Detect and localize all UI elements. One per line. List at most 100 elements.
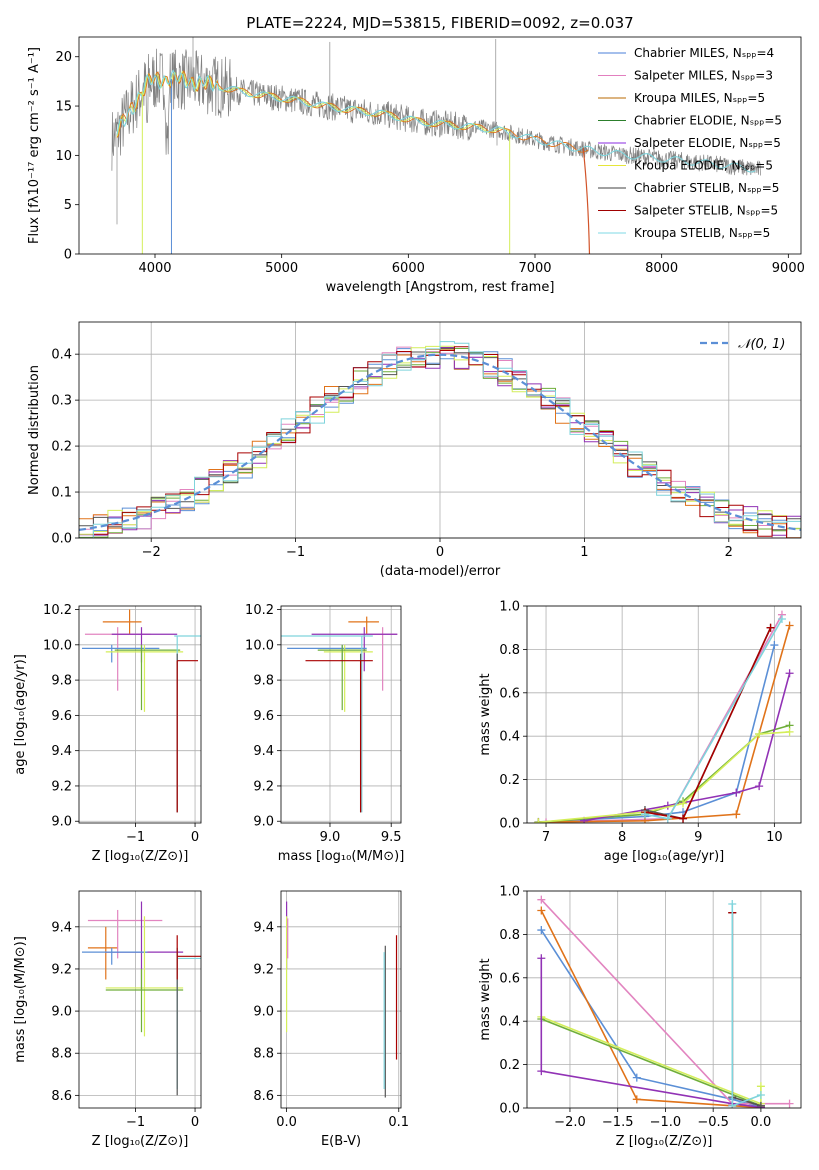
y-tick-label: 0.0: [499, 1102, 520, 1117]
y-tick-label: 9.4: [51, 744, 72, 759]
y-axis-label: Normed distribution: [27, 365, 42, 495]
axes-frame: [78, 36, 802, 255]
x-tick-label: 8: [618, 830, 626, 845]
y-tick-label: 9.0: [253, 815, 274, 830]
y-tick-label: 0.8: [499, 928, 520, 943]
x-tick-label: 7: [542, 830, 550, 845]
x-axis-label: E(B-V): [321, 1134, 361, 1149]
weight-line: [538, 625, 791, 823]
x-axis-label: Z [log₁₀(Z/Z⊙)]: [92, 849, 189, 864]
x-tick-label: 1: [580, 545, 588, 560]
x-tick-label: −1.0: [650, 1115, 682, 1130]
weight-point: [785, 1099, 794, 1108]
legend-label: Kroupa MILES, Nₛₚₚ=5: [634, 91, 765, 105]
y-axis-label: mass weight: [478, 673, 493, 755]
x-tick-label: 6000: [392, 261, 425, 276]
weight-point: [785, 621, 794, 630]
weight-plot-area: [534, 610, 794, 823]
weight-point: [785, 669, 794, 678]
y-tick-label: 1.0: [499, 885, 520, 900]
weight-point: [663, 814, 672, 823]
x-tick-label: −1: [126, 1115, 145, 1130]
weight-plot-area: [537, 895, 794, 1108]
x-tick-label: 0.0: [276, 1115, 297, 1130]
x-axis-label: age [log₁₀(age/yr)]: [604, 849, 725, 864]
y-tick-label: 0.0: [51, 532, 72, 547]
chart-title: PLATE=2224, MJD=53815, FIBERID=0092, z=0…: [246, 14, 633, 32]
y-tick-label: 9.6: [51, 709, 72, 724]
weight-point: [756, 1101, 765, 1108]
y-tick-label: 0.2: [51, 440, 72, 455]
legend-label: Chabrier STELIB, Nₛₚₚ=5: [634, 181, 779, 195]
y-tick-label: 0.2: [499, 1058, 520, 1073]
x-tick-label: −1.5: [602, 1115, 634, 1130]
x-tick-label: 0: [191, 830, 199, 845]
x-tick-label: 9.0: [320, 830, 341, 845]
weight-line: [644, 627, 772, 820]
weight-line: [541, 1018, 762, 1107]
y-tick-label: 0.6: [499, 686, 520, 701]
y-tick-label: 10.0: [245, 638, 274, 653]
panel-weight-vs-age: 7 8 9 10 0.0 0.2 0.4 0.6 0.8 1.0 age [log₁₀(age/yr…: [478, 600, 802, 864]
weight-point: [632, 1095, 641, 1104]
panel-spectrum: 4000 5000 6000 7000 8000 9000 0 5 10 15 20 waveleng…: [27, 36, 805, 295]
errorbar-plot-area: [81, 901, 201, 1096]
y-tick-label: 9.0: [253, 1005, 274, 1020]
x-tick-label: 0: [436, 545, 444, 560]
model-spectrum-line: [116, 69, 589, 153]
weight-point: [534, 818, 543, 823]
y-tick-label: 0.8: [499, 643, 520, 658]
y-tick-label: 0.4: [499, 1015, 520, 1030]
weight-point: [766, 623, 775, 632]
x-tick-label: 9000: [772, 261, 805, 276]
legend-label: Kroupa ELODIE, Nₛₚₚ=5: [634, 159, 773, 173]
weight-point: [777, 615, 786, 624]
x-tick-label: 10: [766, 830, 783, 845]
y-tick-label: 0.4: [51, 348, 72, 363]
weight-point: [632, 1073, 641, 1082]
model-dropout-line: [582, 147, 591, 254]
axes-frame: [526, 605, 802, 824]
y-tick-label: 15: [55, 100, 72, 115]
errorbar-plot-area: [281, 616, 398, 813]
y-tick-label: 0.3: [51, 394, 72, 409]
errorbar-plot-area: [81, 609, 201, 813]
weight-point: [732, 810, 741, 819]
x-tick-label: −1: [286, 545, 305, 560]
weight-point: [537, 926, 546, 935]
legend-label: Chabrier MILES, Nₛₚₚ=4: [634, 46, 774, 60]
y-tick-label: 9.0: [51, 815, 72, 830]
weight-line: [540, 929, 762, 1108]
y-tick-label: 0.0: [499, 817, 520, 832]
residual-histogram-line: [79, 341, 801, 538]
y-axis-label: mass weight: [478, 958, 493, 1040]
weight-point: [732, 788, 741, 797]
weight-line: [541, 1016, 762, 1105]
legend-label: Kroupa STELIB, Nₛₚₚ=5: [634, 226, 770, 240]
panel-mass-vs-ebv: 0.0 0.1 8.6 8.8 9.0 9.2 9.4 E(B-V): [253, 890, 409, 1149]
weight-point: [785, 727, 794, 736]
y-tick-label: 8.8: [253, 1047, 274, 1062]
legend-label: Chabrier ELODIE, Nₛₚₚ=5: [634, 114, 782, 128]
x-tick-label: 7000: [518, 261, 551, 276]
weight-point: [755, 782, 764, 791]
panel-residuals: −2 −1 0 1 2 0.0 0.1 0.2 0.3 0.4 (data-model)/error…: [27, 321, 802, 579]
axes-frame: [280, 890, 402, 1109]
y-tick-label: 10.2: [43, 603, 72, 618]
y-tick-label: 9.4: [253, 744, 274, 759]
weight-point: [756, 1090, 765, 1099]
y-tick-label: 0.4: [499, 730, 520, 745]
y-tick-label: 0.1: [51, 486, 72, 501]
y-tick-label: 9.2: [51, 779, 72, 794]
panel-age-vs-mass: 9.0 9.5 9.0 9.2 9.4 9.6 9.8 10.0 10.2 mass [log₁₀…: [245, 603, 404, 864]
weight-point: [679, 799, 688, 808]
y-tick-label: 10.2: [245, 603, 274, 618]
panel-age-vs-Z: −1 0 9.0 9.2 9.4 9.6 9.8 10.0 10.2 Z [log₁₀(Z/Z⊙)…: [13, 603, 202, 864]
axes-frame: [78, 321, 802, 539]
y-tick-label: 9.4: [253, 920, 274, 935]
y-tick-label: 10: [55, 149, 72, 164]
y-tick-label: 0: [64, 248, 72, 263]
weight-point: [537, 1067, 546, 1076]
weight-point: [679, 814, 688, 823]
x-tick-label: 2: [725, 545, 733, 560]
